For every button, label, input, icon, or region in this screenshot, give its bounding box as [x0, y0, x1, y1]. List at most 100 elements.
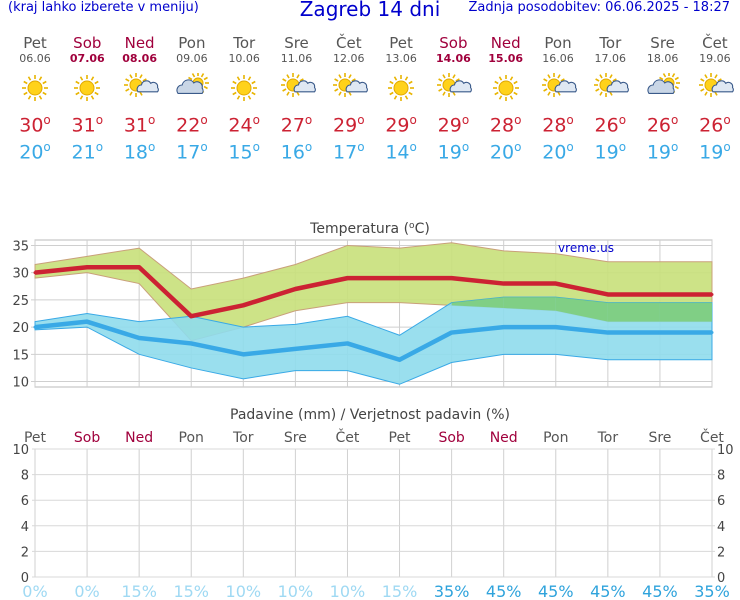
min-temp: 19o — [637, 140, 689, 164]
day-date: 13.06 — [385, 52, 417, 65]
day-date: 14.06 — [435, 52, 471, 65]
precipitation-probability: 45% — [538, 582, 574, 600]
min-temp-point — [606, 331, 610, 335]
precipitation-y-tick-right: 10 — [717, 443, 734, 458]
max-temp-value: 29 — [437, 114, 462, 137]
degree-mark: o — [514, 113, 522, 127]
min-temp-value: 16 — [280, 141, 305, 164]
precipitation-day-label: Tor — [232, 430, 254, 446]
min-temp: 16o — [271, 140, 323, 164]
day-name: Sob — [73, 34, 102, 52]
precipitation-probability: 15% — [382, 582, 418, 600]
degree-mark: o — [618, 140, 627, 154]
min-temp: 14o — [375, 140, 427, 164]
degree-mark: o — [409, 113, 417, 127]
day-date: 09.06 — [176, 52, 208, 65]
temperature-y-tick: 10 — [12, 376, 29, 391]
temperature-y-tick: 30 — [12, 267, 29, 282]
min-temp-point — [554, 325, 558, 329]
min-temp-value: 17 — [333, 141, 358, 164]
max-temp-point — [606, 292, 610, 296]
max-temp-point — [189, 314, 193, 318]
precipitation-probability: 45% — [590, 582, 626, 600]
day-column: Tor 17.06 26o 19o — [584, 34, 636, 164]
day-column: Sob 07.06 31o 21o — [61, 34, 113, 164]
last-update: Zadnja posodobitev: 06.06.2025 - 18:27 — [468, 0, 730, 15]
precipitation-chart: Padavine (mm) / Verjetnost padavin (%) Pe… — [12, 407, 734, 600]
day-column: Pet 06.06 30o 20o — [9, 34, 61, 164]
max-temp-point — [137, 265, 141, 269]
sun-cloud-icon — [542, 73, 577, 97]
degree-mark: o — [252, 140, 260, 154]
precipitation-day-label: Čet — [336, 428, 360, 446]
watermark-link[interactable]: vreme.us — [558, 241, 614, 255]
precipitation-y-tick-left: 4 — [21, 520, 29, 535]
sun-icon — [74, 75, 101, 101]
precipitation-day-label: Ned — [490, 430, 518, 446]
degree-mark: o — [148, 113, 156, 127]
min-temp-value: 19 — [699, 141, 724, 164]
min-temp: 17o — [166, 140, 218, 164]
min-temp-value: 20 — [542, 141, 567, 164]
degree-mark: o — [566, 113, 574, 127]
max-temp-value: 24 — [228, 114, 253, 137]
day-column: Čet 12.06 29o 17o — [323, 34, 375, 164]
precipitation-day-label: Sre — [284, 430, 307, 446]
range-overlap-area — [451, 297, 504, 309]
max-temp-value: 29 — [385, 114, 410, 137]
sun-cloud-icon — [437, 73, 473, 97]
degree-mark: o — [409, 140, 417, 154]
max-temp-point — [345, 276, 349, 280]
min-temp-value: 19 — [437, 141, 462, 164]
degree-mark: o — [723, 140, 731, 154]
max-temp-point — [293, 287, 297, 291]
max-temp: 26o — [689, 113, 740, 137]
min-temp-point — [398, 358, 402, 362]
range-overlap-area — [503, 297, 556, 311]
max-temp: 27o — [271, 113, 323, 137]
precipitation-probability: 45% — [642, 582, 678, 600]
max-temp: 28o — [480, 113, 532, 137]
max-temp-point — [502, 282, 506, 286]
precipitation-day-label: Pet — [24, 430, 47, 446]
range-overlap-area — [659, 302, 712, 322]
cloud-sun-icon — [647, 72, 680, 94]
sun-cloud-icon — [280, 73, 316, 97]
min-temp: 20o — [480, 140, 532, 164]
day-name: Ned — [124, 34, 155, 52]
day-column: Pon 09.06 22o 17o — [166, 34, 218, 164]
precipitation-y-tick-left: 2 — [21, 545, 29, 560]
day-column: Sob 14.06 29o 19o — [427, 34, 479, 164]
precipitation-y-tick-right: 6 — [717, 494, 725, 509]
degree-mark: o — [148, 140, 156, 154]
min-temp: 20o — [9, 140, 61, 164]
page-title: Zagreb 14 dni — [299, 0, 441, 21]
degree-mark: o — [200, 113, 208, 127]
day-name: Sre — [650, 34, 675, 52]
max-temp-point — [658, 292, 662, 296]
day-column: Čet 19.06 26o 19o — [689, 34, 740, 164]
day-date: 19.06 — [699, 52, 731, 65]
degree-mark: o — [43, 140, 51, 154]
location-menu-hint[interactable]: (kraj lahko izberete v meniju) — [8, 0, 199, 15]
min-temp: 19o — [427, 140, 479, 164]
cloud-sun-icon — [176, 72, 209, 94]
min-temp-point — [33, 325, 37, 329]
min-temp-point — [241, 352, 245, 356]
min-temp: 19o — [584, 140, 636, 164]
degree-mark: o — [357, 140, 365, 154]
precipitation-probability: 10% — [278, 582, 314, 600]
max-temp-point — [398, 276, 402, 280]
day-name: Čet — [702, 34, 728, 52]
min-temp-range-band — [34, 296, 713, 385]
min-temp-point — [450, 331, 454, 335]
degree-mark: o — [304, 113, 313, 127]
min-temp-point — [502, 325, 506, 329]
max-temp-line — [34, 264, 712, 319]
precipitation-day-label: Sre — [648, 430, 671, 446]
max-temp-value: 31 — [123, 114, 149, 137]
max-temp: 29o — [323, 113, 375, 137]
range-overlap-area — [607, 302, 660, 322]
max-temp: 30o — [9, 113, 61, 137]
min-temp-value: 15 — [228, 141, 253, 164]
